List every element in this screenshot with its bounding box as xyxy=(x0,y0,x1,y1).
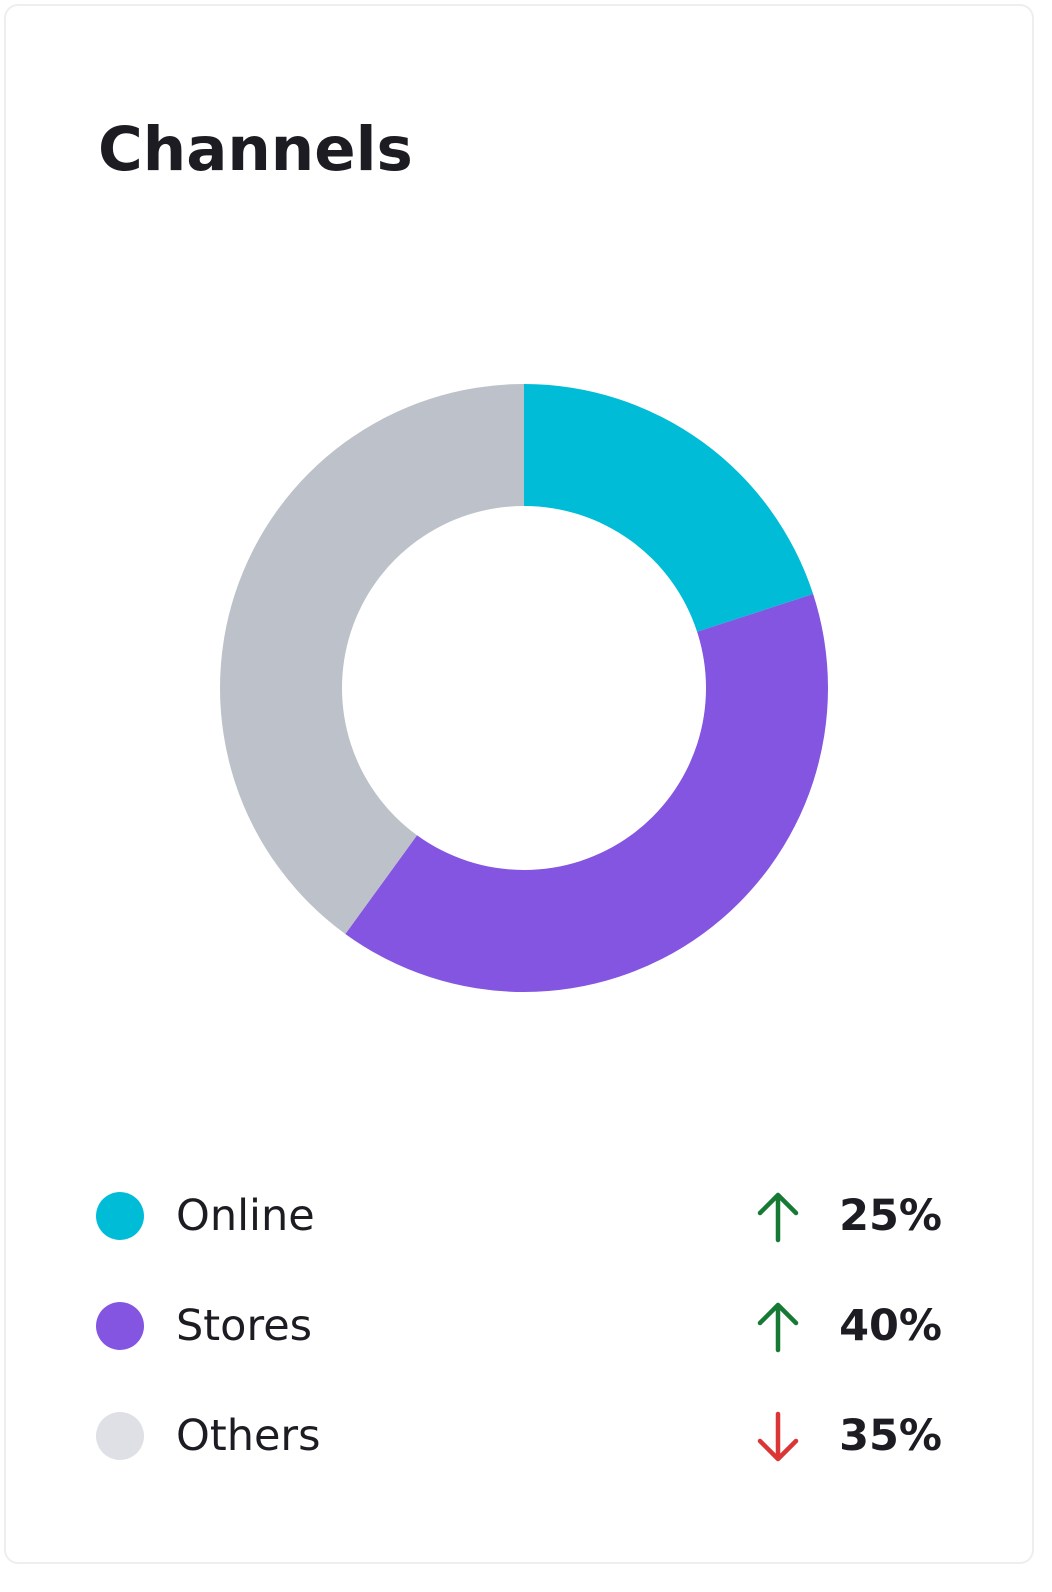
channels-card: Channels Online 25% Stores 40% Others 35… xyxy=(4,4,1034,1564)
legend-dot-online xyxy=(96,1192,144,1240)
card-title: Channels xyxy=(98,114,413,185)
legend-label-online: Online xyxy=(176,1191,315,1241)
arrow-up-icon xyxy=(757,1302,799,1353)
legend-value-online: 25% xyxy=(839,1191,942,1241)
legend-label-stores: Stores xyxy=(176,1301,313,1351)
legend-item-stores: Stores 40% xyxy=(96,1268,942,1378)
legend-item-online: Online 25% xyxy=(96,1158,942,1268)
legend-dot-stores xyxy=(96,1302,144,1350)
legend-value-others: 35% xyxy=(839,1411,942,1461)
legend-dot-others xyxy=(96,1412,144,1460)
arrow-up-icon xyxy=(757,1192,799,1243)
arrow-down-icon xyxy=(757,1411,799,1462)
donut-slice-stores xyxy=(345,594,828,993)
donut-slice-others xyxy=(219,384,524,934)
donut-slice-online xyxy=(524,384,814,632)
legend-label-others: Others xyxy=(176,1411,321,1461)
legend-value-stores: 40% xyxy=(839,1301,942,1351)
legend-item-others: Others 35% xyxy=(96,1378,942,1488)
legend: Online 25% Stores 40% Others 35% xyxy=(96,1158,942,1488)
donut-chart xyxy=(219,384,828,993)
